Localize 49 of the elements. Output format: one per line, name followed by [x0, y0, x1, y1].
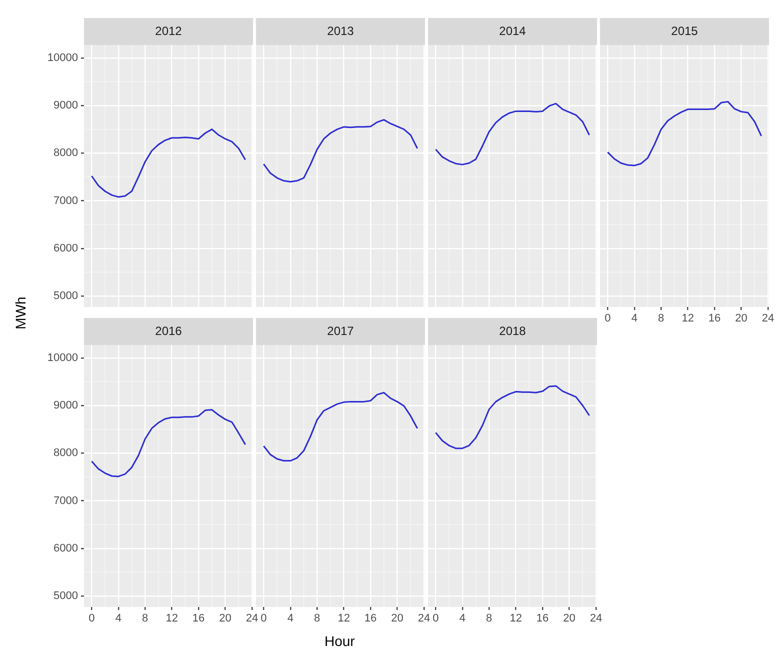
- x-tick-label: 24: [762, 312, 774, 325]
- y-tick-label: 10000: [47, 52, 78, 64]
- chart-title: 2016: [84, 318, 253, 345]
- x-tick-label: 8: [142, 612, 148, 625]
- x-tick-label: 0: [604, 312, 611, 325]
- x-tick-label: 12: [682, 312, 694, 325]
- x-tick-label: 16: [536, 612, 549, 625]
- chart-title: 2018: [428, 318, 597, 345]
- x-tick-label: 4: [115, 612, 122, 625]
- chart-title: 2017: [256, 318, 425, 345]
- x-tick-label: 24: [590, 612, 602, 625]
- x-tick-label: 12: [166, 612, 178, 625]
- x-axis-title: Hour: [324, 633, 355, 649]
- x-tick-label: 0: [432, 612, 439, 625]
- y-tick-label: 7000: [54, 194, 78, 207]
- x-tick-label: 20: [563, 612, 576, 625]
- x-tick-label: 4: [631, 312, 638, 325]
- chart-title: 2014: [428, 18, 597, 45]
- x-tick-label: 20: [735, 312, 748, 325]
- y-tick-label: 8000: [54, 147, 78, 160]
- x-tick-label: 16: [708, 312, 721, 325]
- x-tick-label: 20: [391, 612, 404, 625]
- chart-title: 2012: [84, 18, 253, 45]
- chart-title: 2013: [256, 18, 425, 45]
- x-tick-label: 8: [314, 612, 320, 625]
- x-tick-label: 0: [260, 612, 267, 625]
- x-tick-label: 16: [192, 612, 205, 625]
- y-axis-title: MWh: [12, 296, 28, 330]
- y-tick-label: 6000: [54, 542, 78, 554]
- y-tick-label: 8000: [54, 447, 78, 460]
- y-tick-label: 5000: [54, 590, 78, 602]
- chart-title: 2015: [600, 18, 769, 45]
- x-tick-label: 12: [510, 612, 522, 625]
- y-tick-label: 6000: [54, 242, 78, 254]
- y-tick-label: 9000: [54, 400, 78, 412]
- x-tick-label: 0: [88, 612, 95, 625]
- y-tick-label: 9000: [54, 100, 78, 112]
- x-tick-label: 24: [418, 612, 430, 625]
- x-tick-label: 8: [486, 612, 492, 625]
- x-tick-label: 4: [459, 612, 466, 625]
- x-tick-label: 20: [219, 612, 232, 625]
- x-tick-label: 4: [287, 612, 294, 625]
- x-tick-label: 24: [246, 612, 258, 625]
- y-tick-label: 10000: [47, 352, 78, 364]
- y-tick-label: 5000: [54, 290, 78, 302]
- y-tick-label: 7000: [54, 494, 78, 507]
- x-tick-label: 16: [364, 612, 377, 625]
- x-tick-label: 12: [338, 612, 350, 625]
- x-tick-label: 8: [658, 312, 664, 325]
